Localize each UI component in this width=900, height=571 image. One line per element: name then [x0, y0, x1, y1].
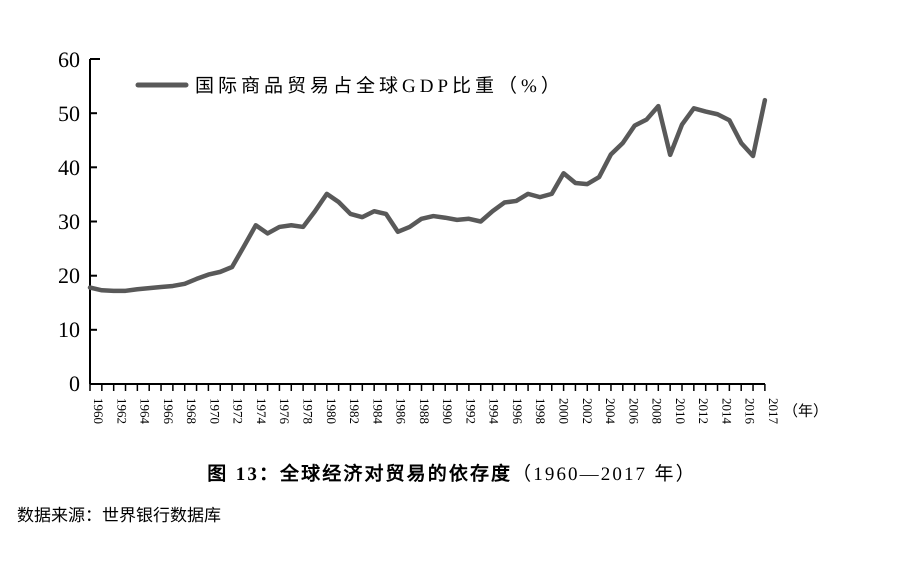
svg-text:1982: 1982	[347, 398, 362, 424]
svg-text:1996: 1996	[510, 398, 525, 425]
svg-text:1962: 1962	[114, 398, 129, 424]
svg-text:2004: 2004	[603, 398, 618, 425]
svg-text:2000: 2000	[557, 398, 572, 424]
svg-text:（年）: （年）	[783, 403, 828, 420]
svg-text:1974: 1974	[254, 398, 269, 425]
svg-text:1960: 1960	[91, 398, 106, 424]
svg-text:2016: 2016	[743, 398, 758, 425]
svg-text:1990: 1990	[440, 398, 455, 424]
svg-text:1972: 1972	[231, 398, 246, 424]
svg-text:1970: 1970	[207, 398, 222, 424]
svg-text:2006: 2006	[626, 398, 641, 425]
svg-text:2014: 2014	[719, 398, 734, 425]
svg-text:1976: 1976	[277, 398, 292, 425]
svg-text:2012: 2012	[696, 398, 711, 424]
svg-text:2002: 2002	[580, 398, 595, 424]
svg-text:1966: 1966	[161, 398, 176, 425]
svg-text:1994: 1994	[487, 398, 502, 425]
svg-text:1968: 1968	[184, 398, 199, 424]
svg-text:40: 40	[58, 155, 80, 180]
svg-text:30: 30	[58, 209, 80, 234]
svg-text:10: 10	[58, 317, 80, 342]
svg-text:20: 20	[58, 263, 80, 288]
svg-text:1964: 1964	[138, 398, 153, 425]
svg-text:1988: 1988	[417, 398, 432, 424]
svg-text:2017: 2017	[766, 398, 781, 425]
svg-text:1992: 1992	[463, 398, 478, 424]
svg-text:60: 60	[58, 47, 80, 72]
svg-text:2010: 2010	[673, 398, 688, 424]
svg-text:50: 50	[58, 101, 80, 126]
svg-text:1978: 1978	[300, 398, 315, 424]
svg-text:0: 0	[69, 371, 80, 396]
svg-text:2008: 2008	[650, 398, 665, 424]
svg-text:1986: 1986	[394, 398, 409, 425]
svg-text:1984: 1984	[370, 398, 385, 425]
svg-text:1998: 1998	[533, 398, 548, 424]
svg-text:国际商品贸易占全球GDP比重（%）: 国际商品贸易占全球GDP比重（%）	[195, 75, 564, 97]
svg-text:1980: 1980	[324, 398, 339, 424]
